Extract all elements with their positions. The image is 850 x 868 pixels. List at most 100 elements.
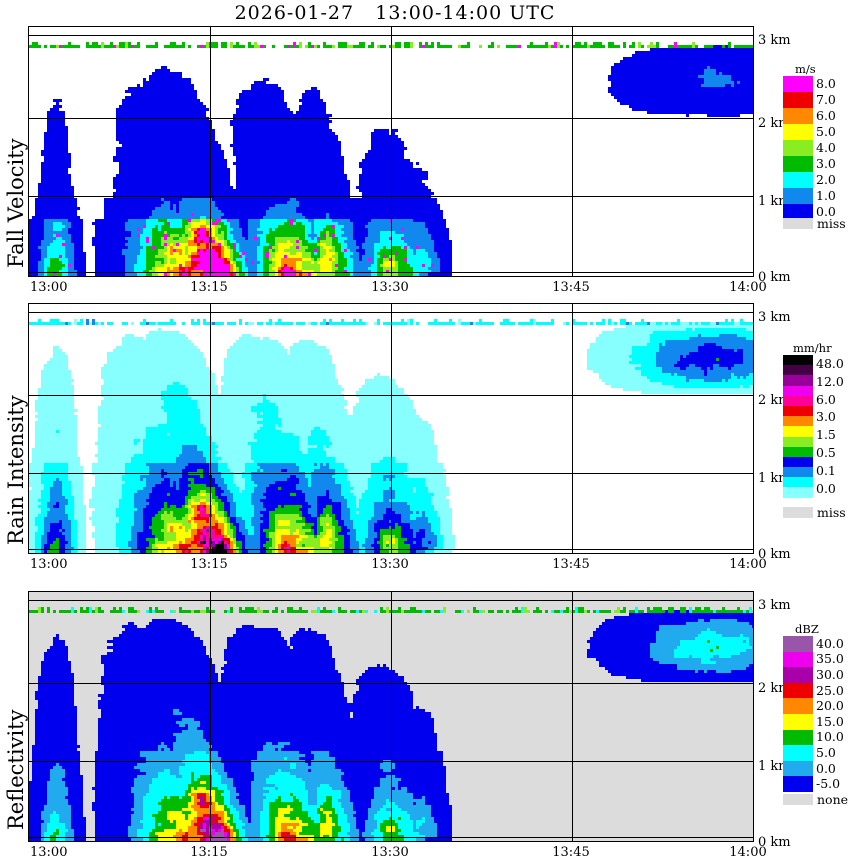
- colorbar-tick-reflectivity-4: 20.0: [816, 698, 844, 714]
- colorbar-band-rain-intensity-6: [783, 416, 813, 427]
- y-tick-3km-p3: 3 km: [758, 598, 791, 613]
- colorbar-missing-label-reflectivity: none: [817, 792, 849, 807]
- plot-area-reflectivity[interactable]: [28, 591, 754, 842]
- colorbar-band-rain-intensity-3: [783, 385, 813, 396]
- colorbar-band-rain-intensity-7: [783, 426, 813, 437]
- colorbar-tick-rain-intensity-7: 0.0: [816, 480, 836, 496]
- x-tick-1315-p3: 13:15: [190, 845, 228, 860]
- y-tick-3km-p2: 3 km: [758, 310, 791, 325]
- y-tick-2km-p1: 2 km: [758, 116, 791, 131]
- colorbar-band-rain-intensity-5: [783, 405, 813, 417]
- colorbar-tick-fall-velocity-2: 6.0: [816, 108, 836, 123]
- colorbar-band-rain-intensity-13: [783, 487, 813, 498]
- panel-label-reflectivity: Reflectivity: [4, 709, 28, 830]
- x-tick-1400-p2: 14:00: [729, 557, 767, 572]
- colorbar-band-fall-velocity-3: [783, 124, 813, 140]
- x-tick-1330-p1: 13:30: [371, 280, 409, 295]
- colorbar-band-rain-intensity-4: [783, 395, 813, 406]
- colorbar-missing-swatch-fall-velocity: [783, 218, 813, 229]
- colorbar-band-rain-intensity-12: [783, 477, 813, 488]
- colorbar-band-reflectivity-4: [783, 698, 813, 714]
- colorbar-band-reflectivity-3: [783, 682, 813, 699]
- colorbar-tick-rain-intensity-3: 3.0: [816, 409, 836, 425]
- colorbar-tick-fall-velocity-5: 3.0: [816, 156, 836, 171]
- colorbar-unit-rain-intensity: mm/hr: [793, 341, 832, 355]
- colorbar-tick-reflectivity-2: 30.0: [816, 667, 844, 682]
- y-tick-3km-p1: 3 km: [758, 33, 791, 48]
- colorbar-band-fall-velocity-6: [783, 172, 813, 188]
- colorbar-tick-reflectivity-0: 40.0: [816, 635, 844, 651]
- colorbar-band-reflectivity-8: [783, 760, 813, 777]
- panel-label-fall-velocity: Fall Velocity: [4, 138, 28, 268]
- colorbar-band-reflectivity-0: [783, 636, 813, 652]
- figure-title: 2026-01-27 13:00-14:00 UTC: [234, 2, 556, 24]
- colorbar-tick-rain-intensity-5: 0.5: [816, 445, 836, 461]
- colorbar-band-reflectivity-5: [783, 713, 813, 730]
- colorbar-unit-reflectivity: dBZ: [795, 622, 819, 636]
- panel-label-rain-intensity: Rain Intensity: [4, 395, 28, 545]
- colorbar-band-rain-intensity-2: [783, 375, 813, 386]
- y-tick-0km-p3: 0 km: [758, 835, 791, 850]
- colorbar-band-fall-velocity-0: [783, 76, 813, 92]
- colorbar-band-rain-intensity-0: [783, 355, 813, 366]
- colorbar-missing-swatch-rain-intensity: [783, 507, 813, 518]
- x-tick-1300-p1: 13:00: [30, 280, 68, 295]
- x-tick-1345-p3: 13:45: [552, 845, 590, 860]
- y-tick-1km-p1: 1 km: [758, 194, 791, 209]
- panel-fall-velocity: Fall Velocity 3 km 2 km 1 km 0 km 13:00 …: [0, 0, 850, 295]
- plot-area-rain-intensity[interactable]: [28, 303, 754, 554]
- colorbar-band-fall-velocity-5: [783, 156, 813, 172]
- y-tick-0km-p2: 0 km: [758, 547, 791, 562]
- colorbar-tick-rain-intensity-1: 12.0: [816, 373, 844, 389]
- colorbar-tick-fall-velocity-0: 8.0: [816, 76, 836, 91]
- x-tick-1300-p3: 13:00: [30, 845, 68, 860]
- colorbar-band-rain-intensity-1: [783, 365, 813, 376]
- colorbar-band-fall-velocity-1: [783, 92, 813, 108]
- colorbar-tick-reflectivity-5: 15.0: [816, 713, 844, 729]
- colorbar-band-rain-intensity-8: [783, 436, 813, 447]
- y-tick-2km-p2: 2 km: [758, 393, 791, 408]
- colorbar-missing-label-rain-intensity: miss: [817, 505, 846, 520]
- colorbar-band-reflectivity-6: [783, 729, 813, 746]
- colorbar-band-fall-velocity-8: [783, 204, 813, 220]
- colorbar-strip-reflectivity: [783, 636, 813, 792]
- colorbar-band-reflectivity-1: [783, 651, 813, 668]
- panel-rain-intensity: Rain Intensity 3 km 2 km 1 km 0 km 13:00…: [0, 277, 850, 572]
- x-tick-1330-p3: 13:30: [371, 845, 409, 860]
- colorbar-tick-reflectivity-9: -5.0: [816, 776, 841, 792]
- plot-area-fall-velocity[interactable]: [28, 26, 754, 277]
- x-tick-1330-p2: 13:30: [371, 557, 409, 572]
- x-tick-1400-p3: 14:00: [729, 845, 767, 860]
- colorbar-band-fall-velocity-4: [783, 140, 813, 156]
- x-tick-1315-p1: 13:15: [190, 280, 228, 295]
- y-tick-0km-p1: 0 km: [758, 270, 791, 285]
- colorbar-tick-fall-velocity-1: 7.0: [816, 92, 836, 107]
- colorbar-band-reflectivity-2: [783, 667, 813, 683]
- colorbar-tick-reflectivity-7: 5.0: [816, 745, 836, 760]
- colorbar-band-reflectivity-9: [783, 776, 813, 792]
- colorbar-band-fall-velocity-2: [783, 108, 813, 124]
- y-tick-1km-p2: 1 km: [758, 471, 791, 486]
- colorbar-tick-reflectivity-8: 0.0: [816, 760, 836, 776]
- x-tick-1400-p1: 14:00: [729, 280, 767, 295]
- colorbar-tick-fall-velocity-8: 0.0: [816, 204, 836, 219]
- colorbar-tick-rain-intensity-2: 6.0: [816, 391, 836, 407]
- colorbar-missing-label-fall-velocity: miss: [817, 216, 846, 231]
- x-tick-1345-p2: 13:45: [552, 557, 590, 572]
- colorbar-tick-fall-velocity-4: 4.0: [816, 140, 836, 155]
- colorbar-tick-fall-velocity-6: 2.0: [816, 172, 836, 187]
- colorbar-band-rain-intensity-9: [783, 446, 813, 457]
- colorbar-band-rain-intensity-10: [783, 456, 813, 468]
- colorbar-tick-reflectivity-3: 25.0: [816, 682, 844, 698]
- colorbar-tick-rain-intensity-6: 0.1: [816, 463, 836, 479]
- colorbar-tick-fall-velocity-3: 5.0: [816, 124, 836, 139]
- colorbar-tick-reflectivity-1: 35.0: [816, 651, 844, 667]
- y-tick-2km-p3: 2 km: [758, 681, 791, 696]
- colorbar-missing-swatch-reflectivity: [783, 794, 813, 805]
- x-tick-1300-p2: 13:00: [30, 557, 68, 572]
- colorbar-strip-rain-intensity: [783, 355, 813, 498]
- colorbar-tick-reflectivity-6: 10.0: [816, 729, 844, 745]
- colorbar-tick-fall-velocity-7: 1.0: [816, 188, 836, 203]
- y-tick-1km-p3: 1 km: [758, 759, 791, 774]
